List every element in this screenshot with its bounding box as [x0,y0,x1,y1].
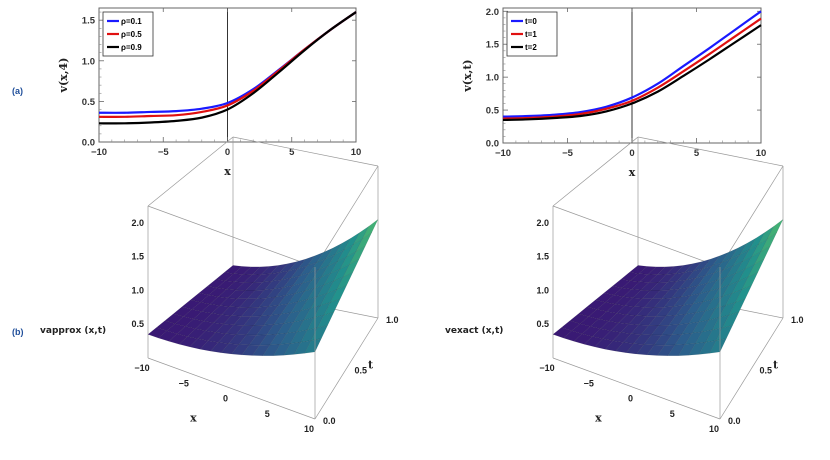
z-tick-label: 2.0 [536,218,549,228]
legend-label-2: ρ=0.9 [121,43,142,52]
x-tick-label: −10 [539,363,554,373]
series-line-2 [502,24,762,122]
x-tick-label: −5 [158,147,170,158]
legend-label-0: t=0 [525,17,537,26]
z-axis-label: vexact (x,t) [445,326,503,336]
surface-patch [709,338,727,354]
x-tick-label: −10 [134,363,149,373]
surface-patch [323,298,341,316]
surface-patch [304,338,322,354]
x-tick-label: 5 [694,148,700,159]
surface-plot-approx: 0.5 1.0 1.5 2.0 −10 −5 0 5 10 0.0 0.5 1.0 vapprox (x… [40,136,399,434]
x-axis-label: x [595,412,602,425]
x-tick-label: 5 [289,147,295,158]
y-tick-label: 1.5 [486,40,500,51]
x-tick-label: 0 [629,148,634,159]
box-edge-top [552,136,639,207]
box-edge-top [232,136,379,167]
series-line-2 [98,11,357,125]
x-axis-label: x [629,166,636,179]
z-tick-label: 1.5 [131,252,144,262]
surface-plot-exact: 0.5 1.0 1.5 2.0 −10 −5 0 5 10 0.0 0.5 1.0 vexact (x,… [445,136,804,434]
x-tick-label: −10 [91,147,107,158]
x-tick-label: 0 [223,394,228,404]
z-tick-label: 2.0 [131,218,144,228]
surface-patch [355,232,373,253]
y-tick-label: 0.5 [486,106,500,117]
box-edge-front [314,317,379,420]
box-edge-top [719,165,784,268]
surface-patch [342,258,360,278]
surface-patch [760,232,778,253]
z-tick-label: 0.5 [536,319,549,329]
x-tick-label: 5 [670,409,675,419]
z-tick-label: 1.0 [536,285,549,295]
y-tick-label: 0.0 [728,416,741,426]
y-tick-label: 0.5 [760,366,773,376]
box-edge-top [314,165,379,268]
y-axis-label: v(x,t) [461,59,474,92]
box-edge-top [552,205,721,268]
legend-label-1: t=1 [525,30,537,39]
surface-patch [349,245,366,265]
y-tick-label: 2.0 [486,7,499,18]
box-edge-top [637,136,784,167]
x-tick-label: 10 [351,147,362,158]
x-axis-label: x [190,412,197,425]
y-axis-label: t [368,358,374,371]
x-tick-label: 5 [265,409,270,419]
y-axis-label: t [773,358,779,371]
x-tick-label: −10 [495,148,511,159]
legend-label-0: ρ=0.1 [121,17,142,26]
z-tick-label: 0.5 [131,319,144,329]
y-axis-label: v(x,4) [57,58,70,94]
x-tick-label: 0 [225,147,230,158]
y-tick-label: 1.0 [386,315,399,325]
y-tick-label: 0.5 [82,97,96,108]
surface-patch [747,258,765,278]
x-tick-label: 10 [304,424,314,434]
z-tick-label: 1.0 [131,285,144,295]
x-tick-label: −5 [584,378,594,388]
box-edge-front [552,357,721,420]
box-edge-top [147,205,316,268]
surface-patch [728,298,746,316]
y-tick-label: 1.0 [82,56,95,67]
box-edge-top [147,136,234,207]
x-tick-label: 10 [709,424,719,434]
x-tick-label: 10 [756,148,767,159]
z-axis-label: vapprox (x,t) [40,326,106,336]
z-tick-label: 1.5 [536,252,549,262]
y-tick-label: 1.0 [791,315,804,325]
x-axis-label: x [224,165,231,178]
y-tick-label: 0.0 [323,416,336,426]
series-line-0 [502,10,762,118]
panel-label-b: (b) [12,327,24,337]
y-tick-label: 0.0 [82,138,95,149]
box-edge-front [719,317,784,420]
legend-label-2: t=2 [525,43,537,52]
y-tick-label: 0.0 [486,139,499,150]
surface-patch [362,219,379,240]
y-tick-label: 1.5 [82,16,96,27]
line-chart-rho: −10 −5 0 5 10 0.0 0.5 1.0 1.5 x v(x,4) ρ=0.1 ρ=0.5 ρ=… [57,7,362,178]
y-tick-label: 1.0 [486,73,499,84]
panel-label-a: (a) [12,86,23,96]
x-tick-label: 0 [628,394,633,404]
y-tick-label: 0.5 [355,366,368,376]
line-chart-time: −10 −5 0 5 10 0.0 0.5 1.0 1.5 2.0 x v(x,t) t=0 t=1 t=2 [461,7,766,179]
box-edge-front [147,357,316,420]
x-tick-label: −5 [179,378,189,388]
series-line-1 [502,17,762,120]
legend-label-1: ρ=0.5 [121,30,142,39]
x-tick-label: −5 [562,148,574,159]
